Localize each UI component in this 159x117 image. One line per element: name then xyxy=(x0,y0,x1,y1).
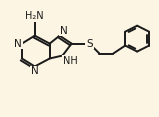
Text: H₂N: H₂N xyxy=(25,11,44,21)
Text: N: N xyxy=(14,39,22,49)
Text: S: S xyxy=(86,39,93,49)
Text: N: N xyxy=(31,66,39,76)
Text: NH: NH xyxy=(63,56,77,66)
Text: N: N xyxy=(60,26,67,36)
